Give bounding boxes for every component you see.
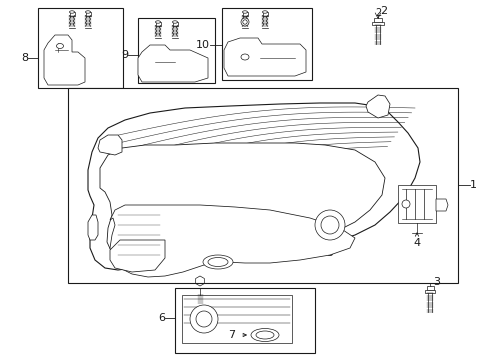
Polygon shape: [98, 135, 122, 155]
Bar: [371, 22, 383, 25]
Polygon shape: [110, 240, 164, 272]
Circle shape: [314, 210, 345, 240]
Circle shape: [241, 18, 248, 26]
Bar: [172, 22, 177, 26]
Circle shape: [243, 20, 247, 24]
Ellipse shape: [85, 11, 90, 13]
Text: 1: 1: [469, 180, 476, 190]
Ellipse shape: [250, 328, 279, 342]
Bar: [69, 12, 74, 15]
Polygon shape: [435, 199, 447, 211]
Polygon shape: [110, 205, 354, 277]
Bar: [38, 8, 123, 88]
Polygon shape: [88, 103, 419, 270]
Bar: [68, 88, 457, 283]
Bar: [175, 288, 314, 353]
Circle shape: [320, 216, 338, 234]
Bar: [397, 185, 435, 223]
Polygon shape: [224, 38, 305, 76]
Bar: [182, 295, 291, 343]
Bar: [155, 22, 160, 26]
Circle shape: [190, 305, 218, 333]
Polygon shape: [44, 35, 85, 85]
Bar: [85, 12, 90, 15]
Bar: [424, 290, 434, 293]
Text: 6: 6: [158, 313, 164, 323]
Ellipse shape: [242, 11, 247, 13]
Bar: [262, 12, 267, 15]
Circle shape: [196, 311, 212, 327]
Text: 4: 4: [412, 238, 420, 248]
Text: 5: 5: [326, 248, 333, 258]
Polygon shape: [365, 95, 389, 118]
Ellipse shape: [155, 21, 160, 23]
Ellipse shape: [172, 21, 177, 23]
Text: 2: 2: [374, 8, 380, 18]
Bar: [242, 12, 247, 15]
Bar: [426, 285, 433, 290]
Ellipse shape: [57, 44, 63, 49]
Text: 2: 2: [379, 6, 386, 16]
Text: 7: 7: [227, 330, 235, 340]
Text: 3: 3: [432, 277, 439, 287]
Polygon shape: [100, 143, 384, 263]
Text: 7: 7: [181, 257, 187, 267]
Ellipse shape: [69, 11, 74, 13]
Ellipse shape: [203, 255, 232, 269]
Circle shape: [401, 200, 409, 208]
Ellipse shape: [256, 331, 273, 339]
Ellipse shape: [262, 11, 267, 13]
Text: 10: 10: [196, 40, 209, 50]
Ellipse shape: [241, 54, 248, 60]
Bar: [222, 8, 311, 80]
Ellipse shape: [207, 257, 227, 266]
Bar: [373, 18, 381, 22]
Polygon shape: [88, 215, 98, 240]
Text: 8: 8: [21, 53, 28, 63]
Bar: [138, 18, 215, 83]
Text: 9: 9: [121, 50, 128, 60]
Polygon shape: [138, 45, 207, 82]
